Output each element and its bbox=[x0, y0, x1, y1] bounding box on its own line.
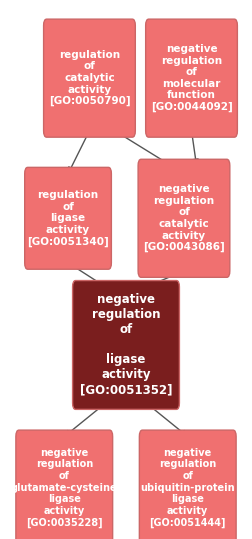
FancyBboxPatch shape bbox=[25, 167, 111, 270]
Text: negative
regulation
of
molecular
function
[GO:0044092]: negative regulation of molecular functio… bbox=[151, 44, 232, 112]
Text: negative
regulation
of
catalytic
activity
[GO:0043086]: negative regulation of catalytic activit… bbox=[143, 184, 225, 252]
Text: regulation
of
ligase
activity
[GO:0051340]: regulation of ligase activity [GO:005134… bbox=[27, 190, 109, 247]
FancyBboxPatch shape bbox=[139, 430, 236, 539]
FancyBboxPatch shape bbox=[44, 19, 135, 137]
Text: negative
regulation
of
ubiquitin-protein
ligase
activity
[GO:0051444]: negative regulation of ubiquitin-protein… bbox=[140, 448, 235, 528]
FancyBboxPatch shape bbox=[138, 160, 230, 278]
FancyBboxPatch shape bbox=[146, 19, 237, 137]
Text: negative
regulation
of
glutamate-cysteine
ligase
activity
[GO:0035228]: negative regulation of glutamate-cystein… bbox=[11, 448, 118, 528]
Text: regulation
of
catalytic
activity
[GO:0050790]: regulation of catalytic activity [GO:005… bbox=[49, 50, 130, 107]
Text: negative
regulation
of

ligase
activity
[GO:0051352]: negative regulation of ligase activity [… bbox=[80, 293, 172, 397]
FancyBboxPatch shape bbox=[16, 430, 113, 539]
FancyBboxPatch shape bbox=[73, 280, 179, 410]
